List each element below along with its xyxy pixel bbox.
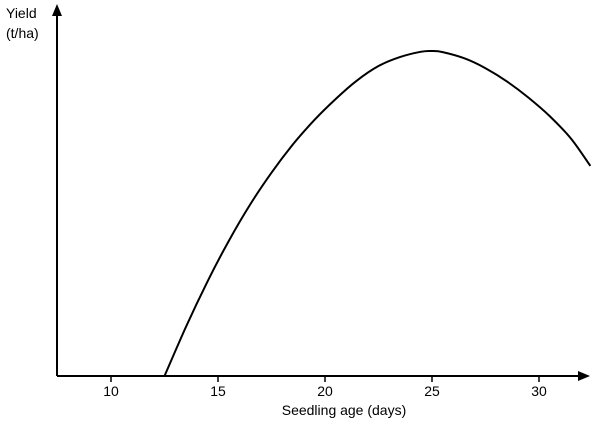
x-tick-label: 25 — [424, 383, 440, 399]
y-axis-label-line-2: (t/ha) — [6, 25, 39, 41]
x-tick-label: 15 — [210, 383, 226, 399]
x-axis-ticks — [110, 376, 540, 382]
x-axis-arrowhead — [578, 371, 590, 381]
y-axis-arrowhead — [52, 4, 62, 16]
x-axis-tick-labels: 10 15 20 25 30 — [103, 383, 547, 399]
x-axis-label: Seedling age (days) — [282, 402, 407, 418]
yield-curve-line — [163, 49, 592, 377]
y-axis-label-line-1: Yield — [6, 5, 37, 21]
series-layer — [163, 49, 592, 377]
chart-axes — [52, 4, 590, 381]
x-tick-label: 20 — [317, 383, 333, 399]
x-tick-label: 30 — [531, 383, 547, 399]
x-tick-label: 10 — [103, 383, 119, 399]
